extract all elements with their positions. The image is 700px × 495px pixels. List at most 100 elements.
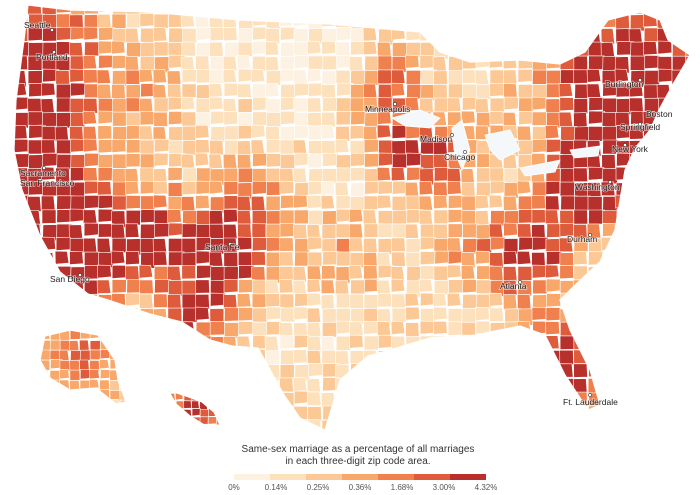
zip-area bbox=[420, 365, 434, 382]
city-marker: Santa Fe bbox=[205, 242, 240, 252]
zip-area bbox=[113, 308, 129, 322]
zip-area bbox=[379, 406, 396, 420]
zip-area bbox=[686, 349, 700, 363]
zip-area bbox=[153, 195, 167, 208]
zip-area bbox=[168, 425, 176, 431]
zip-area bbox=[28, 336, 42, 351]
zip-area bbox=[70, 360, 80, 371]
zip-area bbox=[237, 294, 251, 308]
zip-area bbox=[280, 181, 294, 194]
zip-area bbox=[405, 13, 419, 26]
zip-area bbox=[84, 308, 99, 323]
zip-area bbox=[392, 421, 407, 430]
zip-area bbox=[659, 407, 676, 424]
zip-area bbox=[30, 360, 40, 370]
zip-area bbox=[70, 391, 84, 405]
zip-area bbox=[560, 350, 574, 365]
zip-area bbox=[546, 321, 560, 334]
zip-area bbox=[545, 27, 559, 40]
zip-area bbox=[519, 42, 536, 56]
zip-area bbox=[672, 112, 686, 126]
zip-area bbox=[112, 337, 126, 354]
zip-area bbox=[546, 279, 560, 292]
zip-area bbox=[60, 369, 70, 378]
zip-area bbox=[589, 293, 606, 306]
zip-area bbox=[462, 210, 476, 225]
zip-area bbox=[224, 252, 238, 267]
zip-area bbox=[546, 307, 560, 320]
zip-area bbox=[182, 0, 196, 15]
zip-area bbox=[154, 98, 168, 112]
city-dot bbox=[50, 28, 53, 31]
zip-area bbox=[322, 41, 336, 54]
zip-area bbox=[210, 70, 224, 84]
zip-area bbox=[224, 27, 238, 40]
zip-area bbox=[575, 15, 591, 31]
zip-area bbox=[280, 266, 294, 281]
zip-area bbox=[99, 359, 109, 368]
zip-area bbox=[169, 419, 186, 430]
zip-area bbox=[154, 294, 168, 308]
zip-area bbox=[28, 295, 42, 312]
zip-area bbox=[84, 168, 98, 182]
zip-area bbox=[658, 350, 672, 364]
zip-area bbox=[490, 98, 505, 112]
zip-area bbox=[111, 224, 125, 239]
zip-area bbox=[574, 295, 589, 311]
zip-area bbox=[462, 350, 476, 364]
zip-area bbox=[182, 420, 197, 430]
zip-area bbox=[196, 251, 210, 264]
zip-area bbox=[588, 279, 602, 292]
zip-area bbox=[532, 28, 546, 42]
zip-area bbox=[50, 390, 60, 400]
zip-area bbox=[27, 378, 41, 392]
zip-area bbox=[490, 111, 504, 124]
zip-area bbox=[546, 42, 561, 57]
zip-area bbox=[112, 196, 128, 210]
zip-area bbox=[14, 211, 30, 227]
city-marker: Burlington bbox=[605, 78, 644, 89]
zip-area bbox=[27, 238, 41, 252]
zip-area bbox=[686, 28, 700, 42]
zip-area bbox=[160, 393, 169, 402]
zip-area bbox=[616, 265, 631, 278]
zip-area bbox=[686, 363, 700, 376]
zip-area bbox=[349, 420, 363, 431]
zip-area bbox=[560, 28, 574, 42]
zip-area bbox=[545, 265, 559, 278]
zip-area bbox=[448, 251, 463, 264]
city-label: Atlanta bbox=[500, 281, 527, 291]
zip-area bbox=[644, 405, 660, 418]
zip-area bbox=[392, 196, 407, 211]
zip-area bbox=[84, 0, 99, 14]
zip-area bbox=[391, 70, 405, 84]
zip-area bbox=[336, 42, 350, 56]
zip-area bbox=[307, 279, 321, 292]
zip-area bbox=[615, 337, 629, 354]
zip-area bbox=[336, 112, 351, 126]
zip-area bbox=[140, 280, 154, 294]
zip-area bbox=[252, 224, 266, 238]
zip-area bbox=[0, 210, 13, 225]
zip-area bbox=[532, 406, 547, 421]
zip-area bbox=[196, 280, 210, 294]
city-label: Madison bbox=[420, 134, 452, 144]
zip-area bbox=[336, 55, 351, 68]
zip-area bbox=[266, 224, 280, 238]
zip-area bbox=[0, 322, 14, 336]
city-marker: Chicago bbox=[444, 150, 475, 162]
zip-area bbox=[448, 84, 463, 98]
zip-area bbox=[14, 280, 28, 296]
zip-area bbox=[364, 294, 378, 310]
zip-area bbox=[532, 56, 547, 71]
zip-area bbox=[391, 321, 405, 334]
zip-area bbox=[420, 237, 435, 250]
zip-area bbox=[0, 14, 13, 29]
zip-area bbox=[126, 251, 140, 264]
zip-area bbox=[336, 196, 350, 210]
zip-area bbox=[476, 251, 490, 264]
zip-area bbox=[336, 27, 351, 40]
zip-area bbox=[685, 336, 699, 350]
zip-area bbox=[644, 182, 659, 197]
